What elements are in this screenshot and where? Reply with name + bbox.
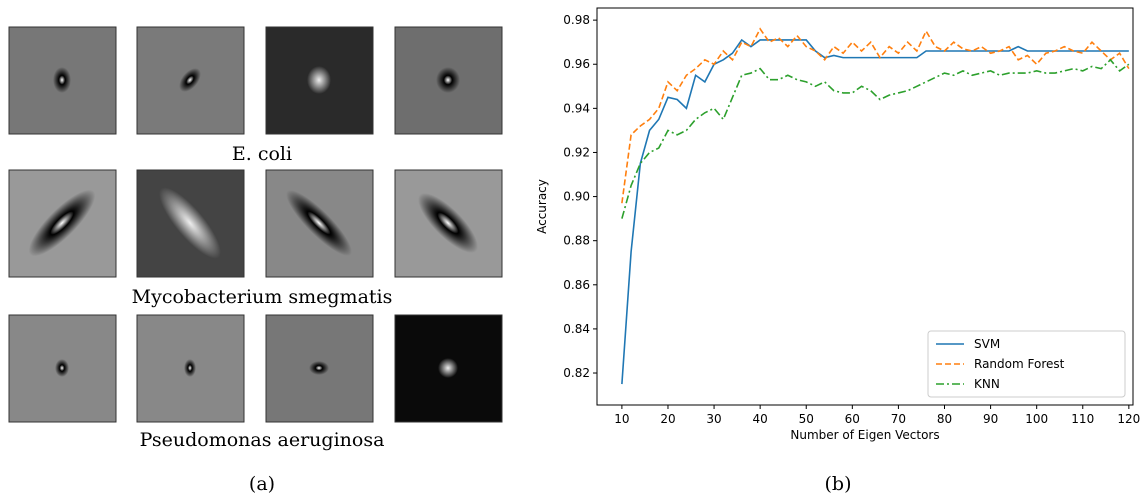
cell-pattern — [436, 67, 460, 93]
cell-pattern — [53, 67, 71, 93]
cell-pattern — [55, 359, 69, 377]
x-tick-label: 10 — [614, 412, 629, 426]
y-tick-label: 0.98 — [563, 13, 590, 27]
y-tick-label: 0.92 — [563, 145, 590, 159]
cell-pattern — [184, 359, 196, 377]
x-axis-label: Number of Eigen Vectors — [790, 428, 939, 442]
cell-pattern — [418, 193, 478, 253]
y-tick-label: 0.82 — [563, 366, 590, 380]
cell-pattern — [309, 361, 329, 375]
y-tick-label: 0.84 — [563, 322, 590, 336]
legend-label: Random Forest — [974, 357, 1065, 371]
x-tick-label: 80 — [937, 412, 952, 426]
y-tick-label: 0.86 — [563, 278, 590, 292]
species-label: Mycobacterium smegmatis — [132, 286, 393, 308]
y-tick-label: 0.88 — [563, 234, 590, 248]
series-line — [621, 38, 1129, 385]
legend-box — [927, 330, 1126, 398]
x-tick-label: 120 — [1117, 412, 1140, 426]
x-tick-label: 30 — [706, 412, 721, 426]
x-tick-label: 60 — [845, 412, 860, 426]
species-label: Pseudomonas aeruginosa — [140, 429, 385, 451]
x-tick-label: 90 — [983, 412, 998, 426]
x-tick-label: 100 — [1025, 412, 1048, 426]
cell-pattern — [28, 189, 96, 257]
y-tick-label: 0.96 — [563, 57, 590, 71]
x-tick-label: 50 — [799, 412, 814, 426]
x-tick-label: 110 — [1071, 412, 1094, 426]
cell-pattern — [286, 190, 352, 256]
cell-pattern — [159, 187, 221, 259]
x-tick-label: 20 — [660, 412, 675, 426]
panel-caption: (a) — [249, 473, 275, 495]
cell-pattern — [438, 358, 458, 378]
cell-pattern — [307, 66, 331, 94]
legend-label: KNN — [974, 377, 1000, 391]
plot-frame — [596, 7, 1134, 406]
y-axis-label: Accuracy — [535, 179, 549, 234]
line-chart: 0.82 0.84 0.86 0.88 0.90 0.92 0.94 0.96 0.98 10 20… — [535, 7, 1140, 442]
y-tick-label: 0.94 — [563, 101, 590, 115]
series-line — [621, 27, 1130, 204]
series-line — [621, 58, 1130, 219]
x-tick-label: 70 — [891, 412, 906, 426]
legend-label: SVM — [974, 337, 1000, 351]
panel-caption: (b) — [825, 473, 852, 495]
x-tick-label: 40 — [753, 412, 768, 426]
micrograph-grid — [8, 26, 503, 423]
y-tick-label: 0.90 — [563, 190, 590, 204]
cell-pattern — [179, 68, 201, 92]
species-label: E. coli — [232, 143, 292, 165]
